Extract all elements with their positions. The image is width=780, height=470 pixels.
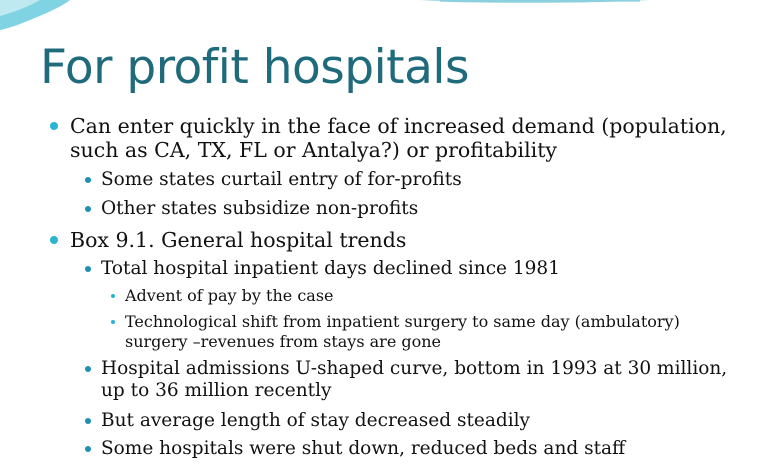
bullet-item: Can enter quickly in the face of increas… — [50, 114, 727, 162]
bullet-text: Can enter quickly in the face of increas… — [70, 114, 727, 162]
sub-bullet-text: Total hospital inpatient days declined s… — [101, 258, 560, 279]
sub-bullet-icon — [85, 266, 91, 272]
sub-bullet-item: Total hospital inpatient days declined s… — [85, 258, 560, 280]
slide-title: For profit hospitals — [40, 40, 469, 95]
sub-bullet-item: Some hospitals were shut down, reduced b… — [85, 438, 626, 460]
sub-bullet-icon — [85, 446, 91, 452]
sub-sub-bullet-text: Advent of pay by the case — [125, 286, 334, 305]
sub-bullet-text: Some hospitals were shut down, reduced b… — [101, 438, 626, 459]
bullet-text: Box 9.1. General hospital trends — [70, 228, 407, 252]
sub-sub-bullet-text: Technological shift from inpatient surge… — [125, 312, 680, 351]
sub-bullet-item: Hospital admissions U-shaped curve, bott… — [85, 358, 728, 402]
top-wave-decoration — [0, 0, 650, 30]
sub-sub-bullet-icon — [111, 294, 115, 298]
top-left-wave-light — [0, 0, 40, 16]
bullet-item: Box 9.1. General hospital trends — [50, 228, 407, 252]
sub-bullet-text: Other states subsidize non-profits — [101, 198, 419, 219]
sub-bullet-item: But average length of stay decreased ste… — [85, 410, 530, 432]
sub-bullet-icon — [85, 206, 91, 212]
sub-sub-bullet-item: Advent of pay by the case — [111, 286, 334, 306]
sub-sub-bullet-item: Technological shift from inpatient surge… — [111, 312, 680, 352]
sub-bullet-text: But average length of stay decreased ste… — [101, 410, 530, 431]
sub-bullet-item: Some states curtail entry of for-profits — [85, 169, 462, 191]
bullet-icon — [50, 122, 58, 130]
sub-bullet-icon — [85, 418, 91, 424]
sub-bullet-icon — [85, 177, 91, 183]
sub-bullet-text: Some states curtail entry of for-profits — [101, 169, 462, 190]
sub-sub-bullet-icon — [111, 320, 115, 324]
sub-bullet-item: Other states subsidize non-profits — [85, 198, 419, 220]
sub-bullet-text: Hospital admissions U-shaped curve, bott… — [101, 358, 728, 401]
bullet-icon — [50, 236, 58, 244]
sub-bullet-icon — [85, 366, 91, 372]
